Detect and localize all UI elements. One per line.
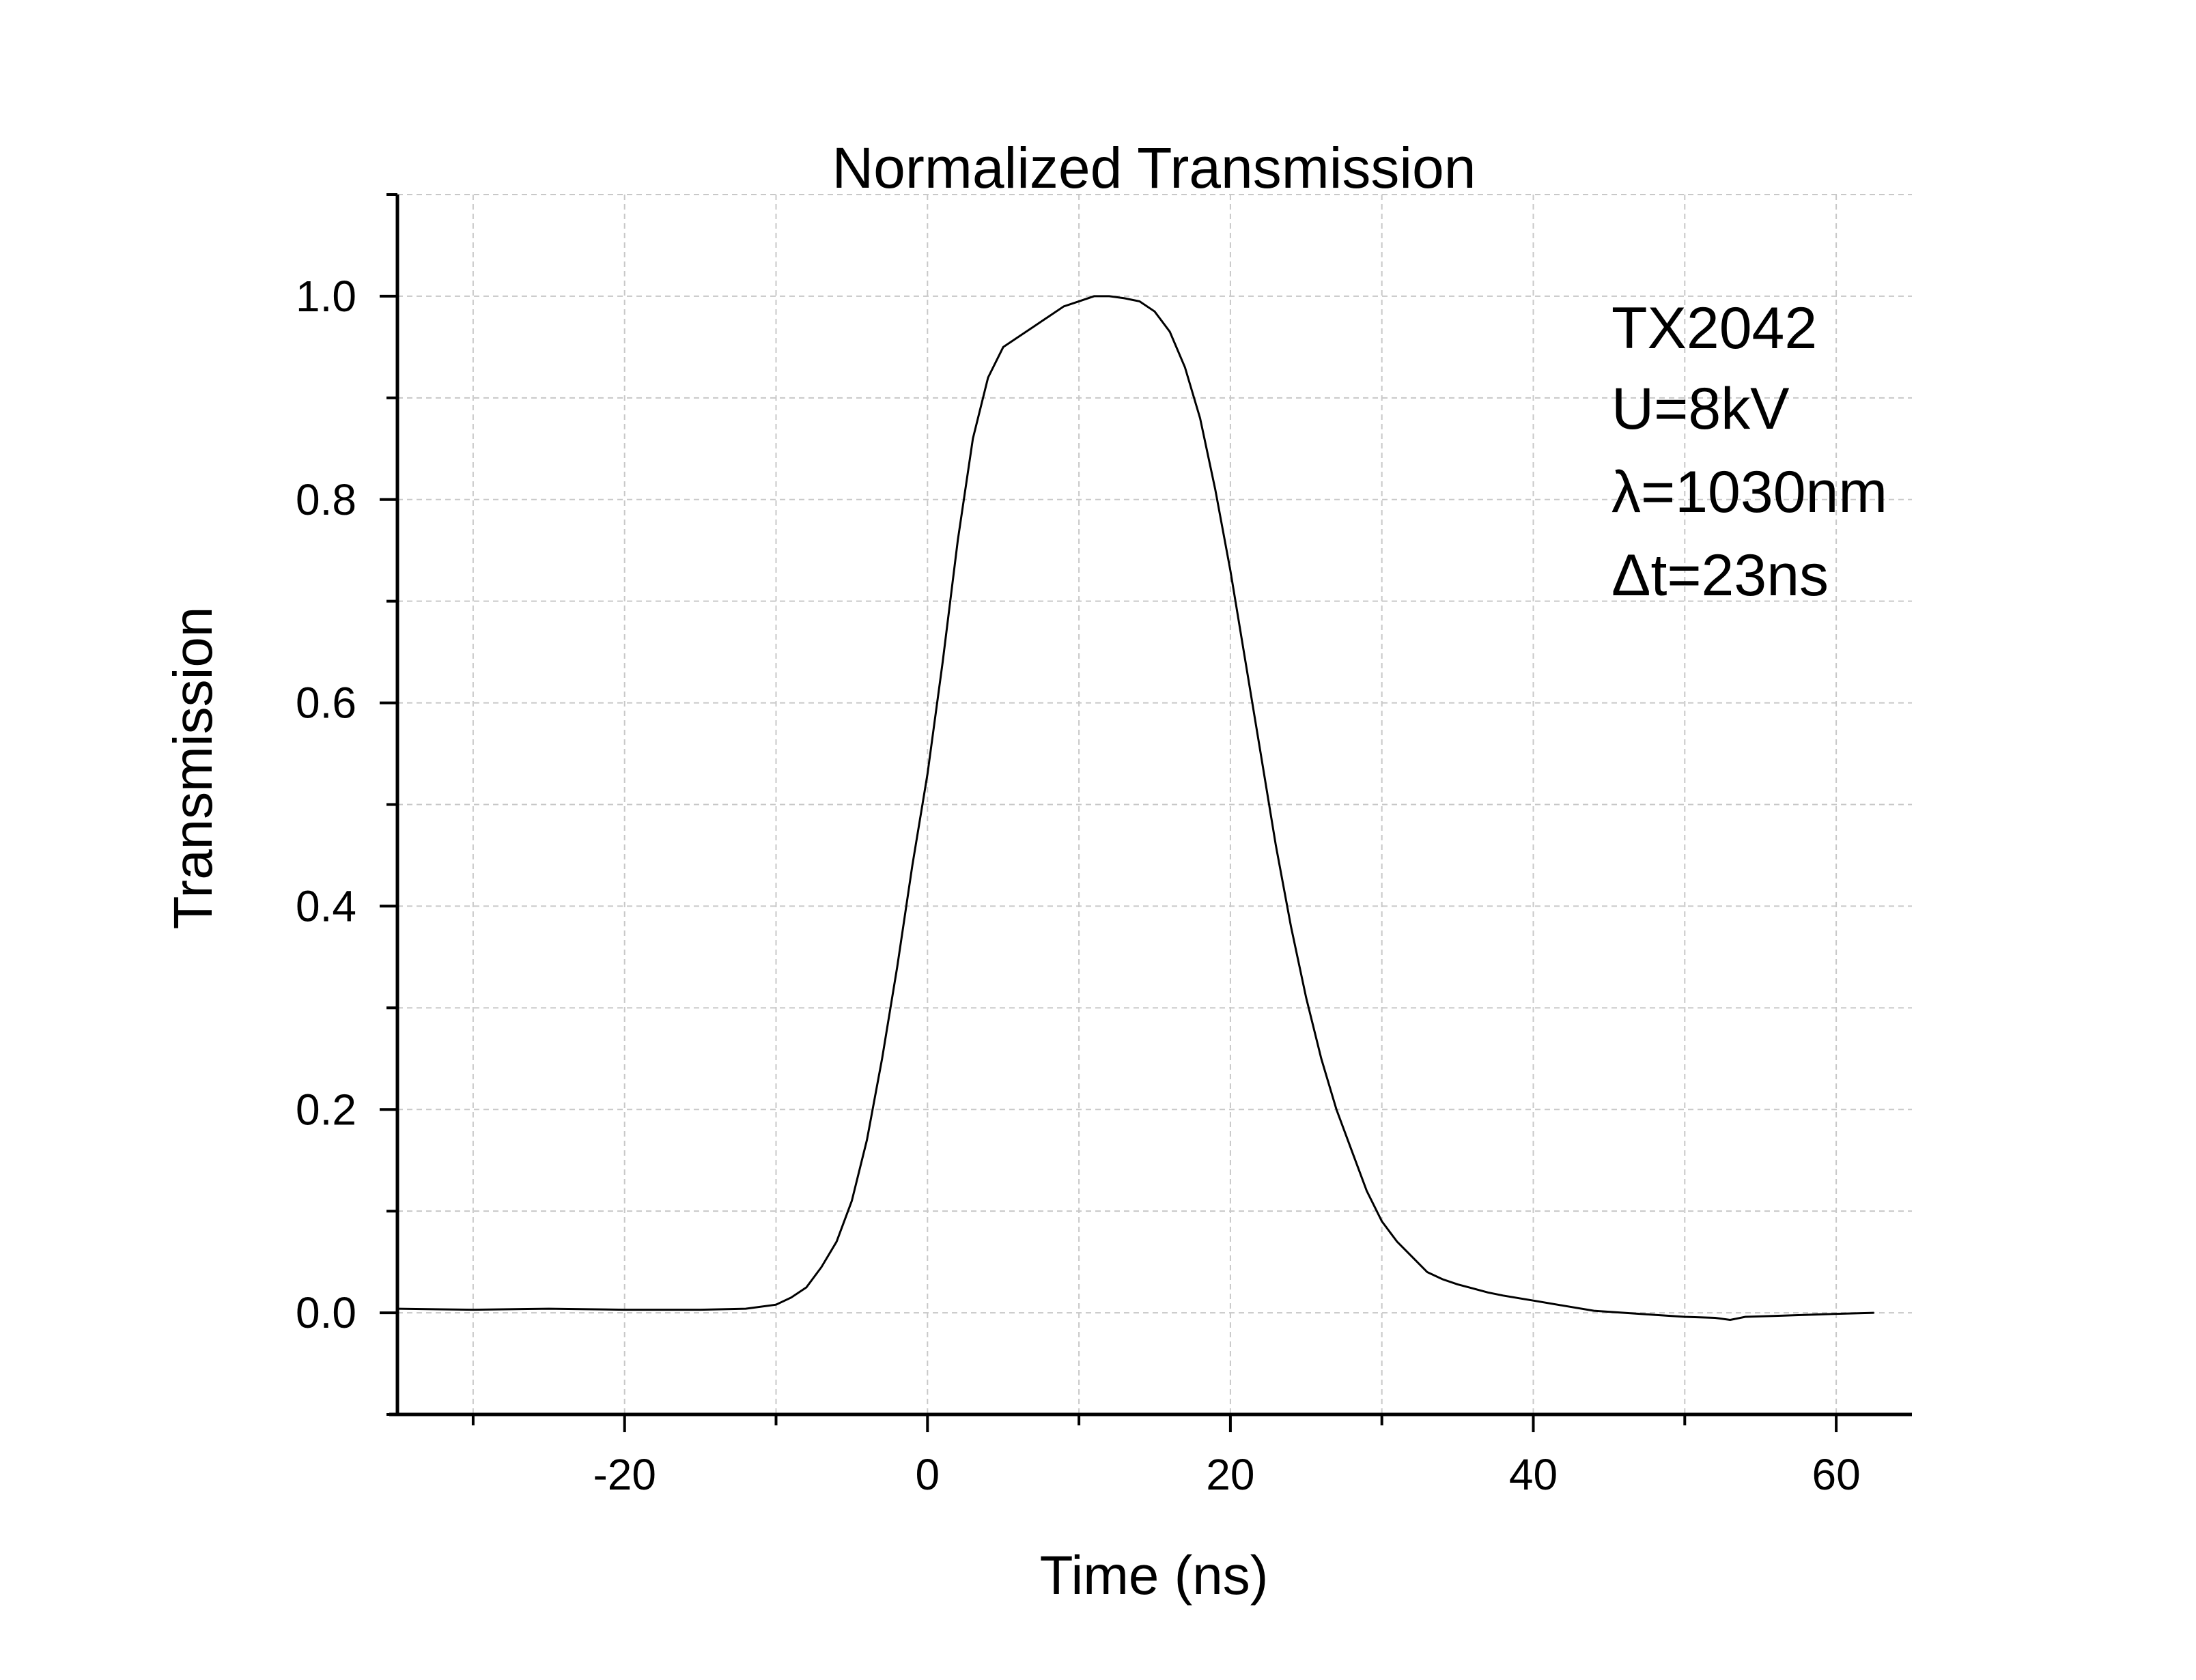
y-ticks: 0.0 0.2 0.4 0.6 0.8 1.0 <box>296 193 397 1416</box>
x-tick-label: 0 <box>916 1450 940 1499</box>
series-line <box>397 295 1874 1322</box>
grid <box>397 194 1912 1415</box>
annotation-voltage: U=8kV <box>1611 376 1790 442</box>
x-tick-label: -20 <box>593 1450 656 1499</box>
y-tick-label: 0.6 <box>296 679 356 728</box>
x-tick-label: 40 <box>1509 1450 1558 1499</box>
y-tick-label: 0.2 <box>296 1085 356 1134</box>
x-tick-label: 60 <box>1812 1450 1861 1499</box>
y-tick-label: 1.0 <box>296 272 356 321</box>
x-ticks: -20 0 20 40 60 <box>471 1414 1861 1499</box>
chart-title: Normalized Transmission <box>832 136 1476 200</box>
annotation-sample: TX2042 <box>1611 296 1817 361</box>
x-axis-title: Time (ns) <box>1040 1545 1269 1606</box>
annotation-wavelength: λ=1030nm <box>1611 459 1887 525</box>
y-tick-label: 0.8 <box>296 475 356 524</box>
y-axis-title: Transmission <box>163 607 223 930</box>
x-tick-label: 20 <box>1206 1450 1254 1499</box>
annotation-block: TX2042 U=8kV λ=1030nm Δt=23ns <box>1611 296 1887 608</box>
y-tick-label: 0.4 <box>296 881 356 930</box>
annotation-pulse-width: Δt=23ns <box>1611 543 1829 608</box>
y-tick-label: 0.0 <box>296 1288 356 1337</box>
